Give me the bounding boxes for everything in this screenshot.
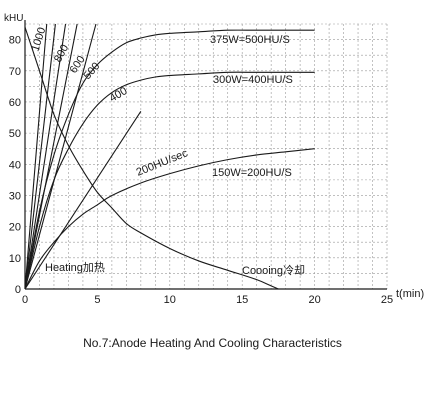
y-tick-label: 60 (9, 97, 21, 109)
x-tick-label: 10 (164, 294, 176, 306)
series-label: 300W=400HU/S (213, 74, 293, 86)
x-tick-label: 15 (236, 294, 248, 306)
y-tick-label: 0 (15, 284, 21, 296)
x-tick-label: 0 (22, 294, 28, 306)
plot-area (25, 24, 387, 289)
y-axis-label: kHU (4, 13, 23, 24)
y-tick-label: 80 (9, 35, 21, 47)
series-line-rate (24, 23, 48, 290)
x-axis-label: t(min) (396, 288, 424, 300)
cooling-annotation: Coooing冷却 (242, 264, 305, 277)
y-tick-label: 70 (9, 66, 21, 78)
series-line-heating (24, 29, 315, 290)
series-label: 150W=200HU/S (212, 167, 292, 179)
y-tick-label: 50 (9, 128, 21, 140)
chart-caption: No.7:Anode Heating And Cooling Character… (83, 336, 342, 350)
y-tick-label: 10 (9, 253, 21, 265)
series-line-heating (24, 71, 315, 290)
y-tick-label: 20 (9, 222, 21, 234)
series-line-rate (24, 23, 97, 290)
y-tick-labels: 0 10 20 30 40 50 60 70 80 (9, 35, 21, 296)
y-tick-label: 30 (9, 190, 21, 202)
x-tick-label: 20 (308, 294, 320, 306)
heating-annotation: Heating加热 (45, 261, 105, 274)
x-tick-labels: 0 5 10 15 20 25 (22, 294, 393, 306)
series-line-rate (24, 23, 56, 290)
axes (24, 20, 387, 290)
series-label: 375W=500HU/S (210, 34, 290, 46)
series-line-cooling (24, 26, 279, 290)
series-line-heating (24, 148, 315, 290)
x-tick-label: 25 (381, 294, 393, 306)
x-tick-label: 5 (94, 294, 100, 306)
y-tick-label: 40 (9, 159, 21, 171)
series-lines (24, 23, 315, 290)
series-line-rate (24, 23, 78, 290)
series-line-rate (24, 23, 67, 290)
series-line-rate (24, 110, 142, 290)
